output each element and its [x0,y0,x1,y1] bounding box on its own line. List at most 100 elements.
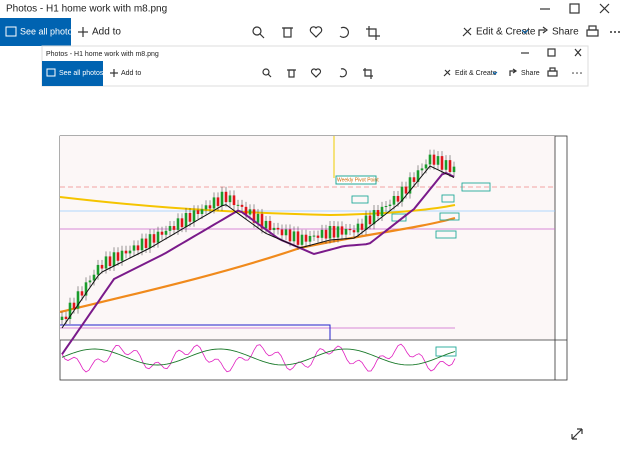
candle-body [236,204,240,206]
candle-body [436,156,440,165]
candle-body [148,234,152,248]
candle-body [412,177,416,182]
inner-window-title: Photos - H1 home work with m8.png [46,51,159,58]
candle-body [200,209,204,215]
candle-body [448,160,452,173]
candle-body [172,226,176,230]
candle-body [168,226,172,231]
add-icon[interactable] [78,27,88,37]
candle-body [84,282,88,296]
candle-body [252,209,256,223]
inner-window-controls[interactable] [521,48,582,57]
inner-share-icon[interactable] [509,68,518,76]
candle-body [284,229,288,236]
level-box [60,324,331,340]
candle-body [356,223,360,233]
candle-body [180,218,184,228]
share-icon[interactable] [538,26,548,36]
inner-add-to-label[interactable]: Add to [121,70,141,77]
candle-body [116,252,120,261]
candle-body [420,168,424,171]
candle-body [216,197,220,206]
inner-edit-icon[interactable] [443,69,451,77]
inner-toolbar-icons[interactable] [262,68,373,79]
print-icon[interactable] [586,25,599,37]
candle-body [308,235,312,242]
candle-body [160,231,164,235]
ma-fast [61,171,455,355]
candle-body [416,170,420,182]
candle-body [272,227,276,231]
candle-body [76,291,80,309]
candle-body [188,212,192,222]
add-to-label[interactable]: Add to [92,27,121,38]
candle-body [292,231,296,242]
candle-body [316,235,320,238]
candle-body [440,156,444,170]
candle-body [260,213,264,229]
price-pane [60,136,555,340]
candle-body [320,229,324,238]
candle-body [120,250,124,261]
chart-annotation: Weekly Pivot Point [337,177,379,183]
candle-body [364,215,368,230]
candle-body [368,215,372,225]
inner-more-icon[interactable] [572,72,582,74]
candle-body [92,274,96,281]
candle-body [248,209,252,215]
candle-body [340,226,344,235]
candle-body [352,230,356,233]
edit-create-label[interactable]: Edit & Create [476,27,536,38]
candle-body [128,250,132,254]
candle-body [204,205,208,210]
more-icon[interactable] [610,31,620,33]
candle-body [268,220,272,231]
inner-photos-icon [46,68,56,77]
candle-body [432,154,436,165]
candle-body [444,160,448,170]
candle-body [280,229,284,236]
inner-share-label[interactable]: Share [521,70,540,77]
candle-body [64,316,68,319]
dropdown-arrow[interactable] [521,29,529,34]
share-label[interactable]: Share [552,27,579,38]
candle-body [360,223,364,230]
candle-body [288,229,292,242]
see-all-label[interactable]: See all photos [20,26,78,36]
candle-body [100,264,104,269]
expand-icon[interactable] [571,428,583,440]
toolbar-icons[interactable] [252,26,380,40]
candle-body [452,166,456,173]
candle-body [232,195,236,206]
candle-body [328,226,332,239]
candle-body [192,210,196,222]
candle-body [80,291,84,296]
inner-print-icon[interactable] [547,67,558,77]
candle-body [228,195,232,203]
candle-body [380,206,384,217]
window-title: Photos - H1 home work with m8.png [6,4,167,15]
candle-body [108,256,112,266]
see-all-button[interactable] [0,18,71,46]
candle-body [184,212,188,228]
candle-body [332,226,336,238]
candle-body [96,264,100,275]
inner-see-all-button[interactable] [42,61,103,86]
candle-body [72,302,76,309]
inner-edit-create-label[interactable]: Edit & Create [455,70,497,77]
inner-dropdown-arrow[interactable] [492,71,498,75]
label-box [335,175,377,185]
window-controls[interactable] [540,3,610,14]
candle-body [404,186,408,194]
candle-body [400,186,404,202]
inner-add-icon[interactable] [110,69,118,77]
candle-body [156,231,160,243]
candle-body [224,191,228,203]
candle-body [372,210,376,225]
candle-body [312,235,316,237]
edit-icon[interactable] [462,27,472,37]
inner-see-all-label[interactable]: See all photos [59,70,104,77]
oscillator [61,343,456,373]
candle-body [348,228,352,231]
candle-body [60,316,64,320]
